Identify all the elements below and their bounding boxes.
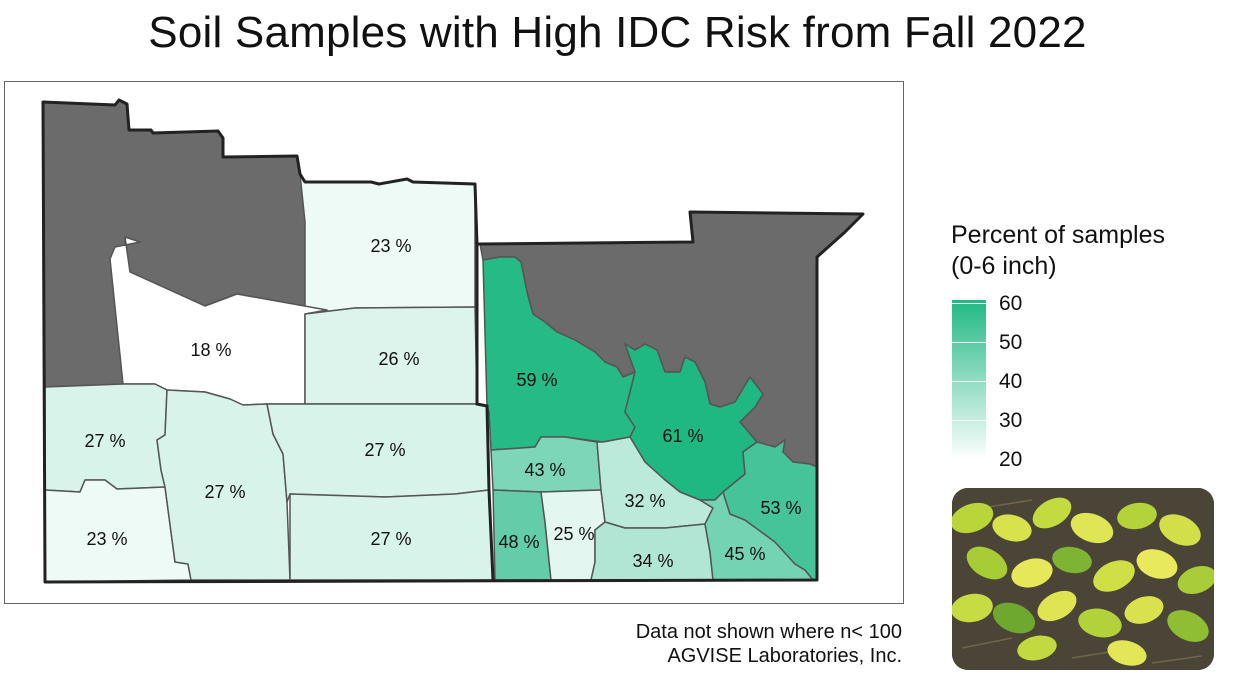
state-border: [475, 244, 495, 581]
legend-label-60: 60: [999, 292, 1023, 315]
region-label: 45 %: [724, 544, 765, 564]
region-label: 27 %: [204, 482, 245, 502]
map-title: Soil Samples with High IDC Risk from Fal…: [148, 8, 1087, 57]
legend-color-bar: [952, 300, 986, 460]
region-label: 53 %: [760, 498, 801, 518]
region-label: 18 %: [190, 340, 231, 360]
legend-title-line1: Percent of samples: [951, 221, 1165, 249]
legend-title-line2: (0-6 inch): [951, 252, 1057, 280]
region-label: 32 %: [624, 491, 665, 511]
region-label: 23 %: [86, 529, 127, 549]
region-label: 25 %: [553, 524, 594, 544]
legend-tick-mark: [952, 303, 986, 304]
legend-label-50: 50: [999, 331, 1023, 354]
legend-label-30: 30: [999, 409, 1023, 432]
region-label: 61 %: [662, 426, 703, 446]
choropleth-map: 23 % 18 % 26 % 27 % 23 % 27 % 27 % 27 % …: [4, 81, 904, 604]
footnote-line1: Data not shown where n< 100: [635, 621, 902, 643]
legend-tick-mark: [952, 420, 986, 421]
region-label: 27 %: [84, 431, 125, 451]
region-label: 34 %: [632, 551, 673, 571]
region-label: 27 %: [364, 440, 405, 460]
region-label: 43 %: [524, 460, 565, 480]
map-svg: 23 % 18 % 26 % 27 % 23 % 27 % 27 % 27 % …: [41, 98, 865, 584]
legend-tick-mark: [952, 342, 986, 343]
region-label: 48 %: [498, 532, 539, 552]
legend-label-40: 40: [999, 370, 1023, 393]
region-label: 23 %: [370, 236, 411, 256]
legend-title: Percent of samples (0-6 inch): [951, 220, 1165, 282]
region-label: 26 %: [378, 349, 419, 369]
state-outline: [41, 98, 865, 584]
legend-tick-mark: [952, 381, 986, 382]
region-mn-east: [722, 439, 818, 581]
footnote-line2: AGVISE Laboratories, Inc.: [667, 645, 902, 667]
soybean-leaves-photo: [952, 488, 1214, 670]
region-label: 27 %: [370, 529, 411, 549]
map-footnote: Data not shown where n< 100 AGVISE Labor…: [636, 620, 902, 668]
legend-tick-mark: [952, 458, 986, 459]
legend-label-20: 20: [999, 448, 1023, 471]
region-label: 59 %: [516, 370, 557, 390]
